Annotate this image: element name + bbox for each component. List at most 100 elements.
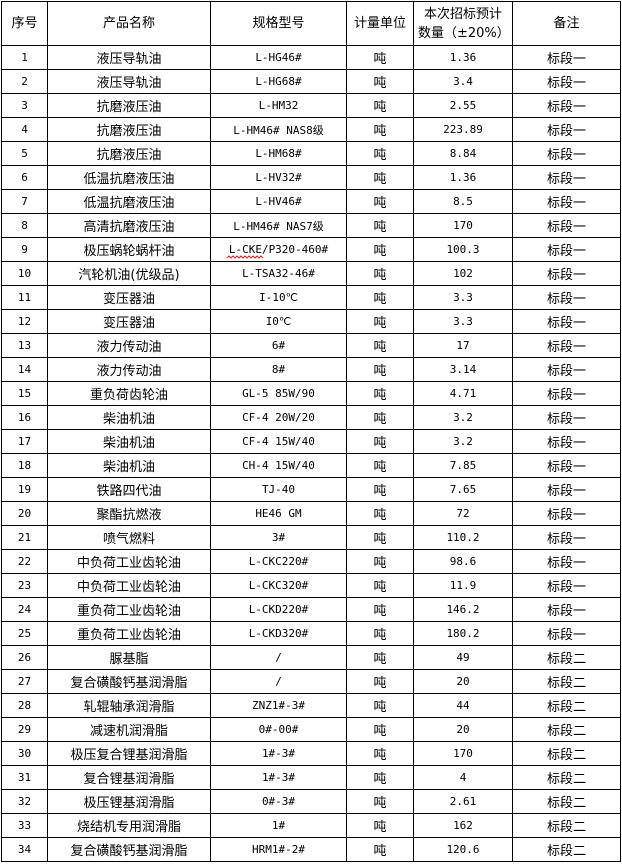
cell-name: 柴油机油 bbox=[47, 405, 211, 430]
cell-spec: 8# bbox=[210, 357, 347, 382]
cell-unit: 吨 bbox=[346, 789, 414, 814]
cell-no: 4 bbox=[1, 117, 48, 142]
table-row: 22 中负荷工业齿轮油 L-CKC220# 吨 98.6 标段一 bbox=[1, 549, 621, 574]
header-unit: 计量单位 bbox=[346, 1, 414, 46]
cell-unit: 吨 bbox=[346, 117, 414, 142]
cell-spec: L-HM68# bbox=[210, 141, 347, 166]
header-no: 序号 bbox=[1, 1, 48, 46]
cell-note: 标段一 bbox=[512, 285, 621, 310]
cell-qty: 20 bbox=[413, 717, 513, 742]
table-row: 19 铁路四代油 TJ-40 吨 7.65 标段一 bbox=[1, 477, 621, 502]
cell-unit: 吨 bbox=[346, 525, 414, 550]
cell-no: 21 bbox=[1, 525, 48, 550]
cell-unit: 吨 bbox=[346, 549, 414, 574]
cell-spec: L-TSA32-46# bbox=[210, 261, 347, 286]
cell-qty: 2.61 bbox=[413, 789, 513, 814]
cell-no: 14 bbox=[1, 357, 48, 382]
table-row: 32 极压锂基润滑脂 0#-3# 吨 2.61 标段二 bbox=[1, 789, 621, 814]
cell-spec: 0#-00# bbox=[210, 717, 347, 742]
cell-note: 标段一 bbox=[512, 141, 621, 166]
cell-unit: 吨 bbox=[346, 693, 414, 718]
cell-spec: CF-4 20W/20 bbox=[210, 405, 347, 430]
cell-spec: TJ-40 bbox=[210, 477, 347, 502]
cell-name: 高清抗磨液压油 bbox=[47, 213, 211, 238]
cell-spec: L-HV46# bbox=[210, 189, 347, 214]
cell-qty: 120.6 bbox=[413, 837, 513, 862]
table-row: 24 重负荷工业齿轮油 L-CKD220# 吨 146.2 标段一 bbox=[1, 597, 621, 622]
cell-name: 液力传动油 bbox=[47, 357, 211, 382]
cell-name: 极压蜗轮蜗杆油 bbox=[47, 237, 211, 262]
cell-no: 3 bbox=[1, 93, 48, 118]
cell-note: 标段一 bbox=[512, 165, 621, 190]
cell-note: 标段一 bbox=[512, 45, 621, 70]
cell-name: 喷气燃料 bbox=[47, 525, 211, 550]
cell-spec: L-CKE/P320-460# bbox=[210, 237, 347, 262]
cell-qty: 98.6 bbox=[413, 549, 513, 574]
cell-spec: 3# bbox=[210, 525, 347, 550]
cell-unit: 吨 bbox=[346, 309, 414, 334]
cell-no: 22 bbox=[1, 549, 48, 574]
cell-no: 27 bbox=[1, 669, 48, 694]
table-row: 20 聚酯抗燃液 HE46 GM 吨 72 标段一 bbox=[1, 501, 621, 526]
cell-note: 标段一 bbox=[512, 453, 621, 478]
cell-no: 5 bbox=[1, 141, 48, 166]
cell-no: 7 bbox=[1, 189, 48, 214]
table-row: 18 柴油机油 CH-4 15W/40 吨 7.85 标段一 bbox=[1, 453, 621, 478]
cell-note: 标段二 bbox=[512, 813, 621, 838]
cell-qty: 44 bbox=[413, 693, 513, 718]
cell-note: 标段一 bbox=[512, 405, 621, 430]
cell-no: 33 bbox=[1, 813, 48, 838]
cell-qty: 170 bbox=[413, 741, 513, 766]
table-row: 2 液压导轨油 L-HG68# 吨 3.4 标段一 bbox=[1, 69, 621, 94]
cell-note: 标段一 bbox=[512, 357, 621, 382]
cell-name: 减速机润滑脂 bbox=[47, 717, 211, 742]
table-row: 1 液压导轨油 L-HG46# 吨 1.36 标段一 bbox=[1, 45, 621, 70]
cell-spec: CF-4 15W/40 bbox=[210, 429, 347, 454]
cell-note: 标段一 bbox=[512, 477, 621, 502]
cell-name: 柴油机油 bbox=[47, 429, 211, 454]
cell-note: 标段一 bbox=[512, 597, 621, 622]
cell-unit: 吨 bbox=[346, 741, 414, 766]
cell-qty: 4 bbox=[413, 765, 513, 790]
cell-name: 低温抗磨液压油 bbox=[47, 189, 211, 214]
table-row: 33 烧结机专用润滑脂 1# 吨 162 标段二 bbox=[1, 813, 621, 838]
cell-unit: 吨 bbox=[346, 429, 414, 454]
cell-note: 标段一 bbox=[512, 93, 621, 118]
cell-no: 15 bbox=[1, 381, 48, 406]
cell-unit: 吨 bbox=[346, 597, 414, 622]
cell-unit: 吨 bbox=[346, 645, 414, 670]
cell-no: 25 bbox=[1, 621, 48, 646]
cell-note: 标段一 bbox=[512, 549, 621, 574]
cell-qty: 223.89 bbox=[413, 117, 513, 142]
cell-note: 标段二 bbox=[512, 645, 621, 670]
cell-unit: 吨 bbox=[346, 165, 414, 190]
cell-unit: 吨 bbox=[346, 189, 414, 214]
table-row: 11 变压器油 I-10℃ 吨 3.3 标段一 bbox=[1, 285, 621, 310]
cell-unit: 吨 bbox=[346, 333, 414, 358]
cell-no: 30 bbox=[1, 741, 48, 766]
cell-unit: 吨 bbox=[346, 357, 414, 382]
cell-qty: 180.2 bbox=[413, 621, 513, 646]
table-row: 12 变压器油 I0℃ 吨 3.3 标段一 bbox=[1, 309, 621, 334]
cell-note: 标段一 bbox=[512, 333, 621, 358]
cell-no: 10 bbox=[1, 261, 48, 286]
cell-unit: 吨 bbox=[346, 477, 414, 502]
cell-note: 标段一 bbox=[512, 261, 621, 286]
table-row: 16 柴油机油 CF-4 20W/20 吨 3.2 标段一 bbox=[1, 405, 621, 430]
cell-qty: 100.3 bbox=[413, 237, 513, 262]
cell-qty: 2.55 bbox=[413, 93, 513, 118]
cell-note: 标段一 bbox=[512, 237, 621, 262]
table-row: 7 低温抗磨液压油 L-HV46# 吨 8.5 标段一 bbox=[1, 189, 621, 214]
cell-note: 标段二 bbox=[512, 765, 621, 790]
cell-spec: GL-5 85W/90 bbox=[210, 381, 347, 406]
cell-name: 铁路四代油 bbox=[47, 477, 211, 502]
cell-qty: 4.71 bbox=[413, 381, 513, 406]
header-note: 备注 bbox=[512, 1, 621, 46]
cell-qty: 1.36 bbox=[413, 165, 513, 190]
cell-no: 29 bbox=[1, 717, 48, 742]
cell-spec: 1#-3# bbox=[210, 765, 347, 790]
cell-unit: 吨 bbox=[346, 237, 414, 262]
cell-qty: 3.3 bbox=[413, 285, 513, 310]
cell-unit: 吨 bbox=[346, 837, 414, 862]
